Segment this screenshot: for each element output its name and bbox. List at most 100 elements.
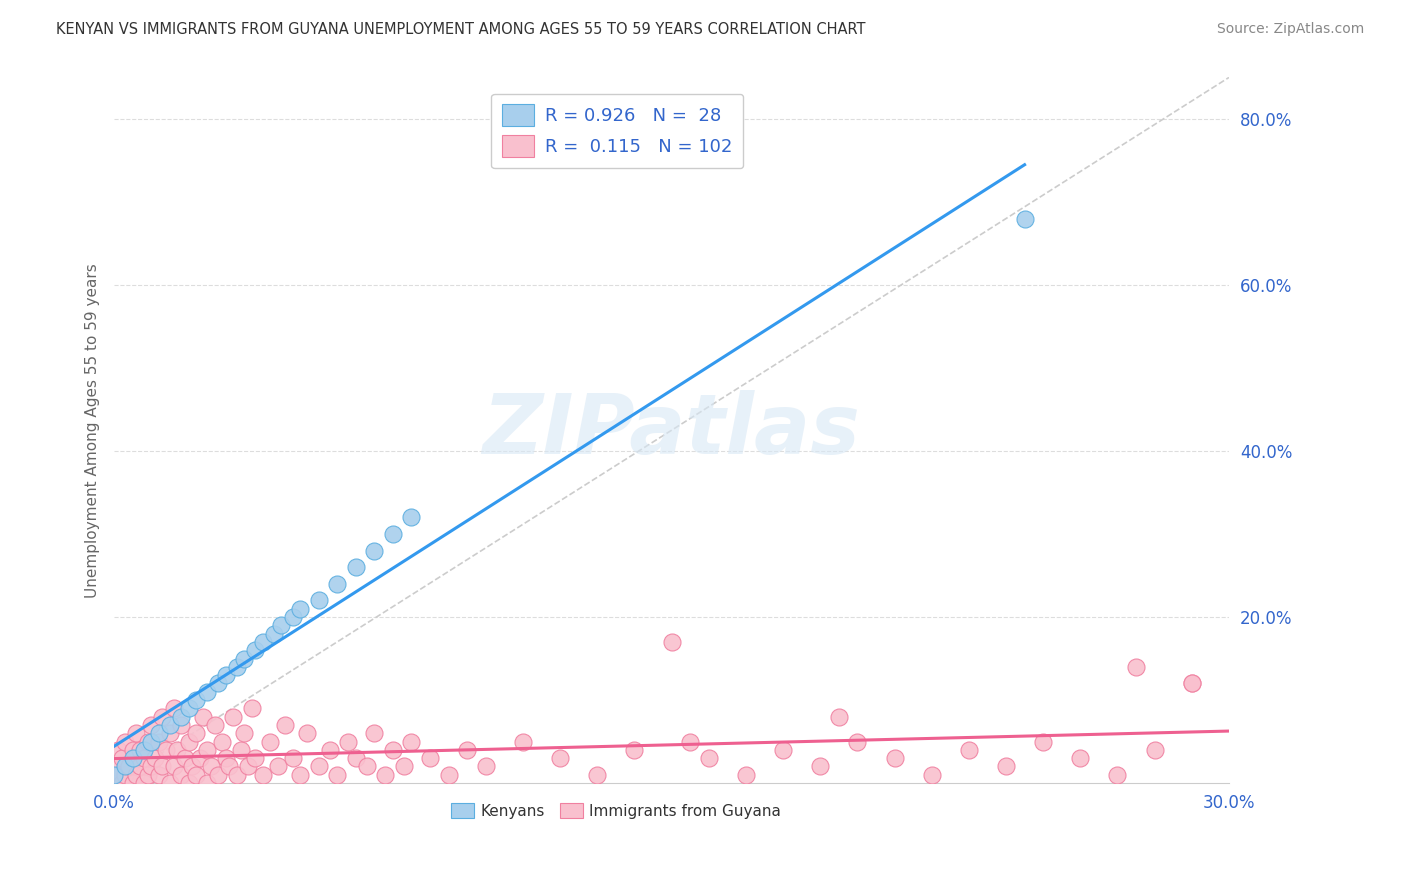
Point [772, 743, 794, 757]
Point [125, 768, 148, 782]
Point [152, 709, 174, 723]
Point [381, 743, 404, 757]
Point [163, 701, 186, 715]
Point [159, 726, 181, 740]
Point [159, 718, 181, 732]
Point [193, 709, 215, 723]
Point [326, 576, 349, 591]
Point [337, 734, 360, 748]
Point [401, 734, 423, 748]
Point [326, 768, 349, 782]
Point [1181, 676, 1204, 690]
Point [1107, 768, 1129, 782]
Point [141, 734, 163, 748]
Point [184, 693, 207, 707]
Point [263, 626, 285, 640]
Point [204, 718, 226, 732]
Point [159, 776, 181, 790]
Point [281, 751, 304, 765]
Point [344, 751, 367, 765]
Point [132, 743, 155, 757]
Point [828, 709, 851, 723]
Point [177, 734, 200, 748]
Point [1069, 751, 1091, 765]
Point [1125, 660, 1147, 674]
Point [195, 684, 218, 698]
Point [107, 768, 129, 782]
Point [233, 651, 256, 665]
Point [281, 610, 304, 624]
Point [512, 734, 534, 748]
Point [252, 768, 274, 782]
Point [118, 759, 141, 773]
Point [181, 759, 204, 773]
Point [1014, 211, 1036, 226]
Point [114, 759, 136, 773]
Point [132, 751, 155, 765]
Point [103, 776, 125, 790]
Point [883, 751, 905, 765]
Point [218, 759, 240, 773]
Point [259, 734, 281, 748]
Point [270, 618, 292, 632]
Point [103, 768, 125, 782]
Point [170, 718, 193, 732]
Point [245, 643, 267, 657]
Point [267, 759, 290, 773]
Point [173, 751, 195, 765]
Point [177, 776, 200, 790]
Point [148, 726, 170, 740]
Point [374, 768, 396, 782]
Point [437, 768, 460, 782]
Point [225, 768, 247, 782]
Point [808, 759, 831, 773]
Point [111, 776, 134, 790]
Point [1143, 743, 1166, 757]
Point [236, 759, 259, 773]
Point [846, 734, 869, 748]
Point [475, 759, 498, 773]
Point [111, 751, 134, 765]
Point [548, 751, 571, 765]
Point [233, 726, 256, 740]
Point [136, 768, 159, 782]
Point [921, 768, 943, 782]
Point [252, 635, 274, 649]
Point [207, 768, 229, 782]
Point [344, 560, 367, 574]
Text: Source: ZipAtlas.com: Source: ZipAtlas.com [1216, 22, 1364, 37]
Point [229, 743, 252, 757]
Point [222, 709, 245, 723]
Point [245, 751, 267, 765]
Point [215, 668, 238, 682]
Point [1181, 676, 1204, 690]
Point [419, 751, 441, 765]
Point [129, 759, 152, 773]
Point [170, 709, 193, 723]
Point [308, 759, 330, 773]
Point [148, 734, 170, 748]
Point [125, 726, 148, 740]
Point [170, 768, 193, 782]
Y-axis label: Unemployment Among Ages 55 to 59 years: Unemployment Among Ages 55 to 59 years [86, 263, 100, 598]
Point [308, 593, 330, 607]
Point [211, 734, 233, 748]
Point [155, 743, 177, 757]
Point [363, 543, 385, 558]
Point [288, 601, 311, 615]
Point [392, 759, 415, 773]
Point [401, 510, 423, 524]
Point [995, 759, 1018, 773]
Point [456, 743, 478, 757]
Text: KENYAN VS IMMIGRANTS FROM GUYANA UNEMPLOYMENT AMONG AGES 55 TO 59 YEARS CORRELAT: KENYAN VS IMMIGRANTS FROM GUYANA UNEMPLO… [56, 22, 866, 37]
Point [679, 734, 702, 748]
Point [240, 701, 263, 715]
Point [141, 718, 163, 732]
Point [207, 676, 229, 690]
Point [114, 768, 136, 782]
Point [297, 726, 319, 740]
Point [319, 743, 342, 757]
Point [1032, 734, 1054, 748]
Point [215, 751, 238, 765]
Point [661, 635, 683, 649]
